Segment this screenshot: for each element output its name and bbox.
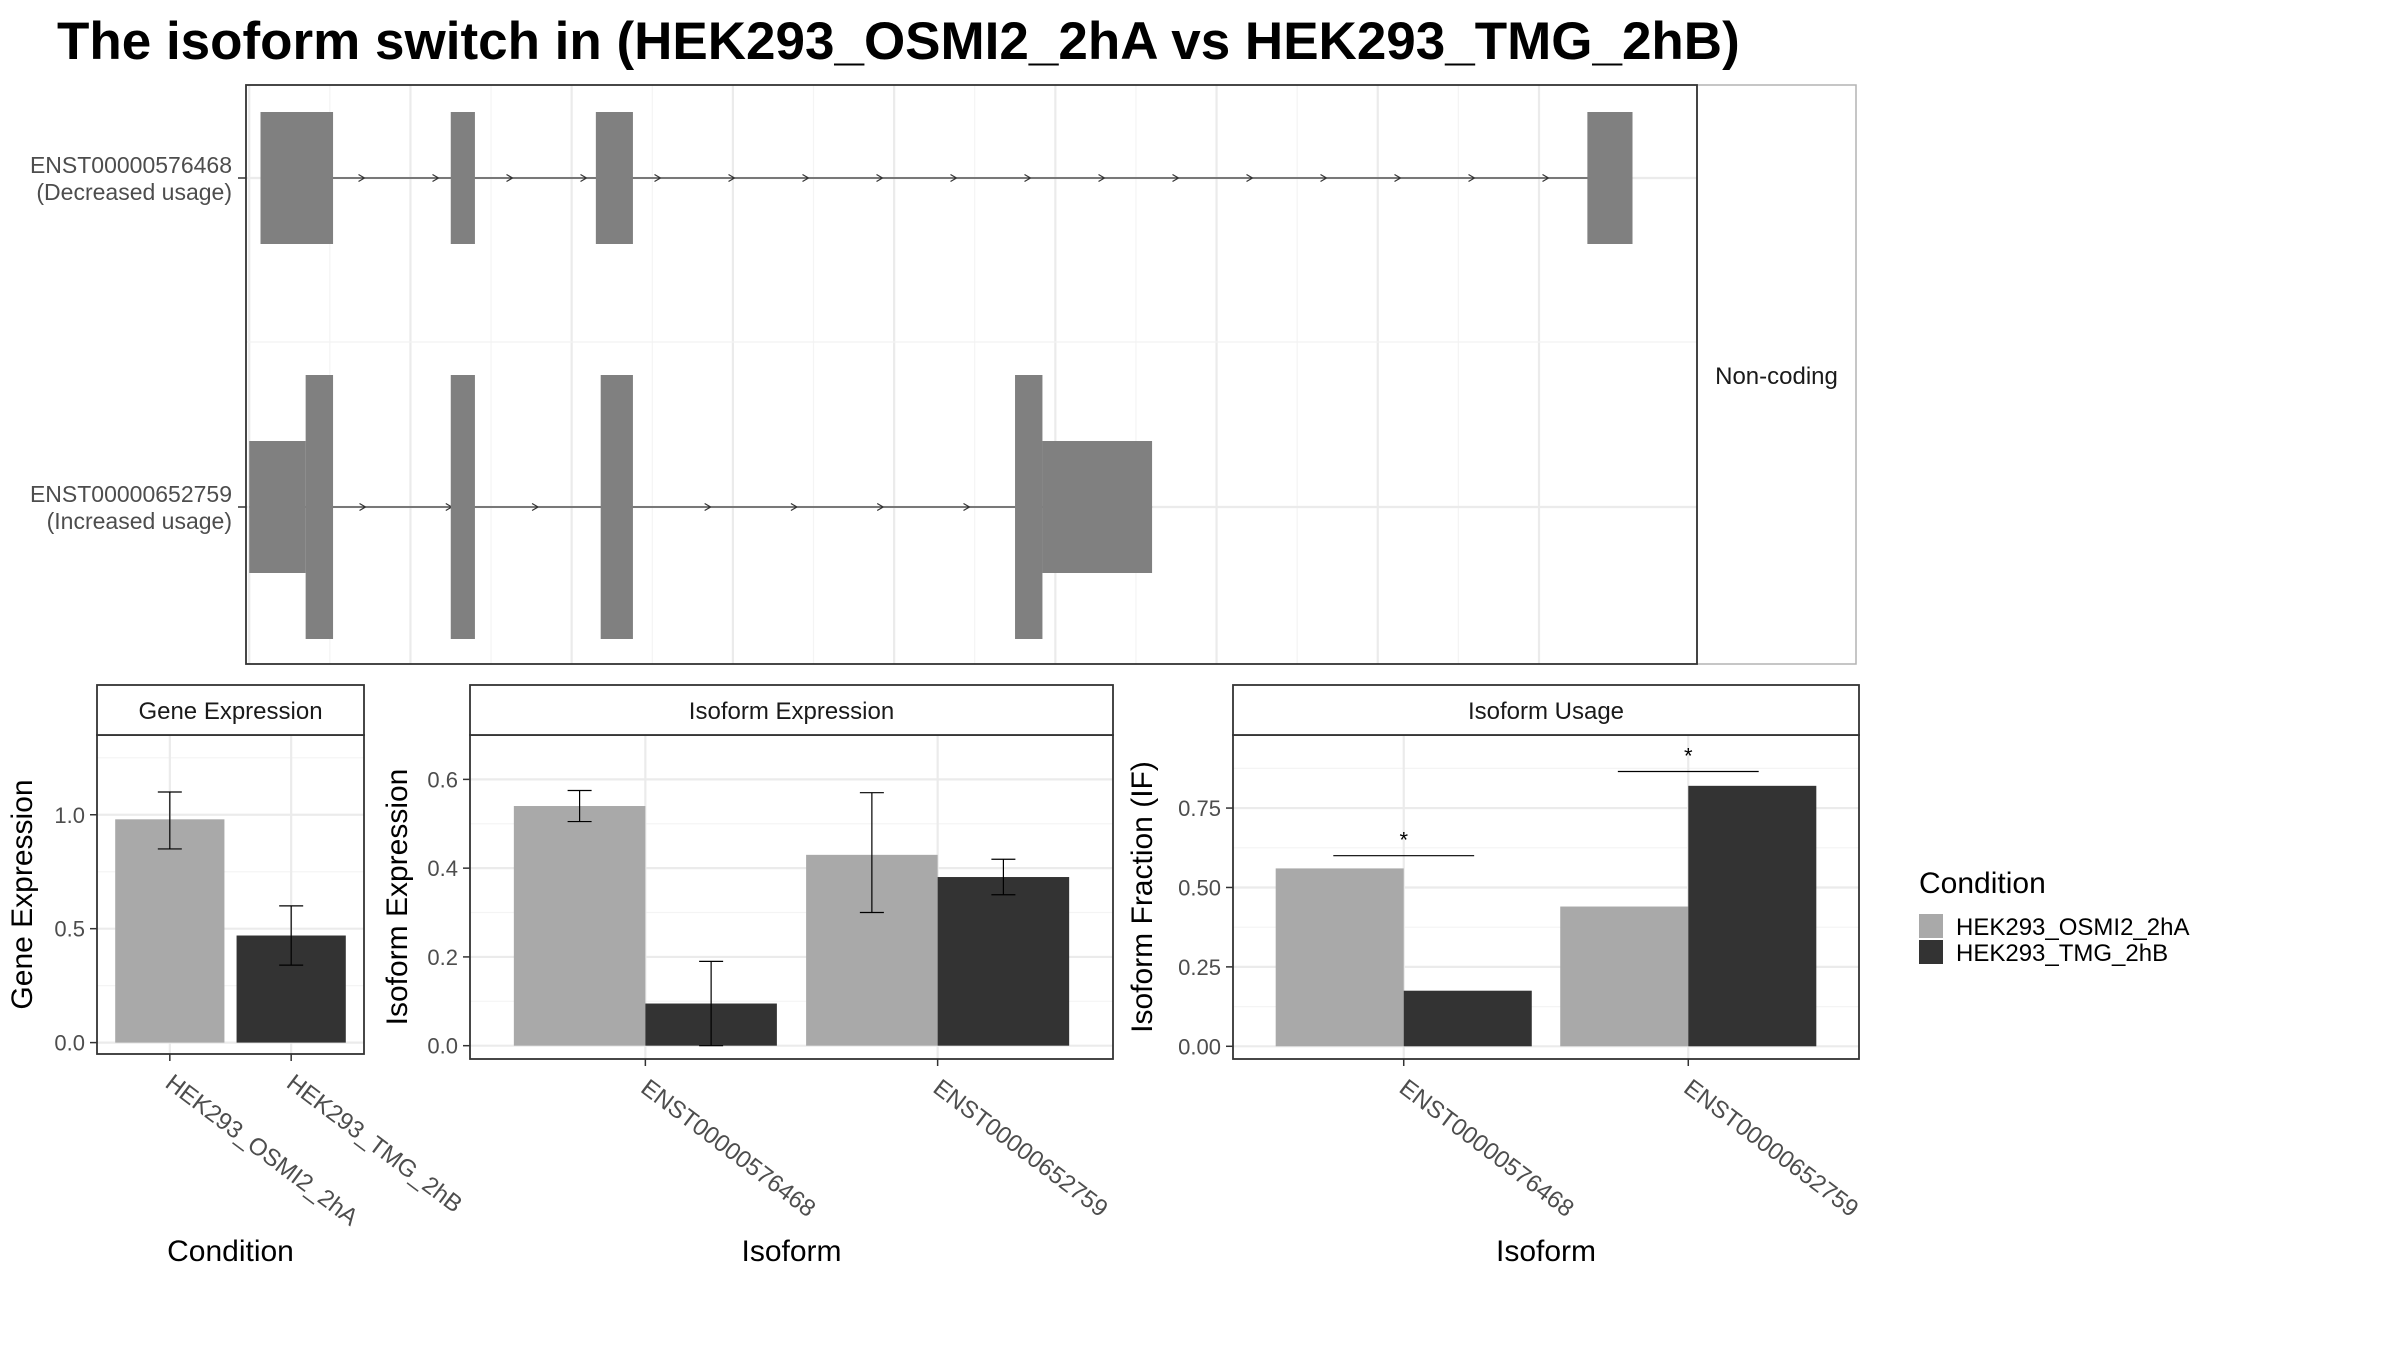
legend-key-tmg bbox=[1919, 940, 1943, 964]
intron-arrow bbox=[950, 173, 958, 183]
intron-arrow bbox=[704, 502, 712, 512]
y-tick-label: 0.0 bbox=[54, 1031, 85, 1056]
x-axis-title: Isoform bbox=[1496, 1235, 1596, 1268]
intron-arrow bbox=[358, 173, 366, 183]
exon-block bbox=[305, 375, 334, 639]
y-tick-label: 0.4 bbox=[427, 856, 458, 881]
y-axis-title: Isoform Expression bbox=[381, 769, 414, 1026]
intron-arrow bbox=[1320, 173, 1328, 183]
x-tick-label: ENST00000576468 bbox=[1394, 1074, 1579, 1222]
legend: Condition HEK293_OSMI2_2hA HEK293_TMG_2h… bbox=[1919, 867, 2189, 967]
facet-strip bbox=[1232, 684, 1860, 736]
gene-structure-panel: Non-coding ENST00000576468(Decreased usag… bbox=[30, 84, 1857, 665]
structure-plot-border bbox=[245, 84, 1698, 665]
x-axis-title: Isoform bbox=[741, 1235, 841, 1268]
exon-block bbox=[1042, 441, 1153, 573]
intron-arrow bbox=[1394, 173, 1402, 183]
track-annotation: (Decreased usage) bbox=[36, 179, 232, 205]
x-axis-title: Condition bbox=[167, 1235, 294, 1268]
y-tick-label: 0.00 bbox=[1178, 1034, 1221, 1059]
intron-arrow bbox=[728, 173, 736, 183]
y-tick-label: 0.50 bbox=[1178, 875, 1221, 900]
y-tick-label: 1.0 bbox=[54, 803, 85, 828]
bar bbox=[1560, 906, 1689, 1047]
track-annotation: (Increased usage) bbox=[47, 508, 232, 534]
exon-block bbox=[249, 441, 306, 573]
legend-label-tmg: HEK293_TMG_2hB bbox=[1956, 940, 2168, 967]
intron-arrow bbox=[876, 173, 884, 183]
bar bbox=[513, 806, 646, 1046]
legend-title: Condition bbox=[1919, 867, 2046, 900]
y-axis-title: Gene Expression bbox=[6, 779, 39, 1009]
x-tick-label: ENST00000576468 bbox=[636, 1074, 821, 1222]
facet-strip bbox=[96, 684, 365, 736]
intron-arrow bbox=[432, 173, 440, 183]
track-label: ENST00000652759 bbox=[30, 481, 232, 507]
gene-expression-panel: 0.0 0.5 1.0 Gene Expression HEK293_OSMI2_2hA… bbox=[6, 684, 467, 1268]
legend-label-osmi2: HEK293_OSMI2_2hA bbox=[1956, 914, 2189, 941]
facet-strip bbox=[469, 684, 1114, 736]
exon-block bbox=[450, 375, 475, 639]
bar bbox=[115, 819, 225, 1043]
exon-block bbox=[450, 112, 475, 244]
intron-arrow bbox=[1542, 173, 1550, 183]
x-tick-label: ENST00000652759 bbox=[1679, 1074, 1864, 1222]
facet-strip-label: Non-coding bbox=[1715, 363, 1838, 390]
intron-arrow bbox=[1468, 173, 1476, 183]
track-label: ENST00000576468 bbox=[30, 152, 232, 178]
intron-arrow bbox=[790, 502, 799, 512]
intron-arrow bbox=[963, 502, 971, 512]
structure-plot-background bbox=[246, 85, 1697, 664]
panel-title: Isoform Expression bbox=[689, 698, 894, 725]
panel-title: Gene Expression bbox=[138, 698, 322, 725]
intron-arrow bbox=[1172, 173, 1180, 183]
exon-block bbox=[595, 112, 633, 244]
exon-block bbox=[260, 112, 334, 244]
intron-arrow bbox=[802, 173, 810, 183]
intron-arrow bbox=[506, 173, 514, 183]
bar bbox=[937, 877, 1070, 1046]
intron-arrow bbox=[1246, 173, 1254, 183]
bar bbox=[1688, 785, 1817, 1047]
bar bbox=[1275, 868, 1404, 1047]
isoform-expression-panel: 0.0 0.2 0.4 0.6 Isoform Expression ENST000005… bbox=[381, 684, 1114, 1268]
x-tick-label: HEK293_OSMI2_2hA bbox=[160, 1069, 363, 1231]
intron-arrow bbox=[580, 173, 588, 183]
y-tick-label: 0.5 bbox=[54, 917, 85, 942]
bar bbox=[1403, 990, 1532, 1047]
facet-strip bbox=[1696, 84, 1857, 665]
y-tick-label: 0.0 bbox=[427, 1034, 458, 1059]
intron-arrow bbox=[359, 502, 367, 512]
y-tick-label: 0.75 bbox=[1178, 796, 1221, 821]
legend-key-osmi2 bbox=[1919, 914, 1943, 938]
y-tick-label: 0.2 bbox=[427, 945, 458, 970]
x-tick-label: ENST00000652759 bbox=[928, 1074, 1113, 1222]
intron-arrow bbox=[531, 502, 540, 512]
exon-block bbox=[1587, 112, 1633, 244]
exon-block bbox=[600, 375, 633, 639]
panel-title: Isoform Usage bbox=[1468, 698, 1624, 725]
intron-arrow bbox=[876, 502, 885, 512]
intron-arrow bbox=[1098, 173, 1106, 183]
isoform-usage-panel: 0.00 0.25 0.50 0.75 * * Isoform Usage ENST00000… bbox=[1126, 684, 1864, 1268]
significance-marker: * bbox=[1684, 744, 1693, 769]
exon-block bbox=[1015, 375, 1043, 639]
y-tick-label: 0.6 bbox=[427, 767, 458, 792]
intron-arrow bbox=[1024, 173, 1032, 183]
y-tick-label: 0.25 bbox=[1178, 955, 1221, 980]
significance-marker: * bbox=[1399, 828, 1408, 853]
page-title: The isoform switch in (HEK293_OSMI2_2hA … bbox=[57, 12, 1740, 71]
intron-arrow bbox=[654, 173, 662, 183]
y-axis-title: Isoform Fraction (IF) bbox=[1126, 761, 1159, 1033]
